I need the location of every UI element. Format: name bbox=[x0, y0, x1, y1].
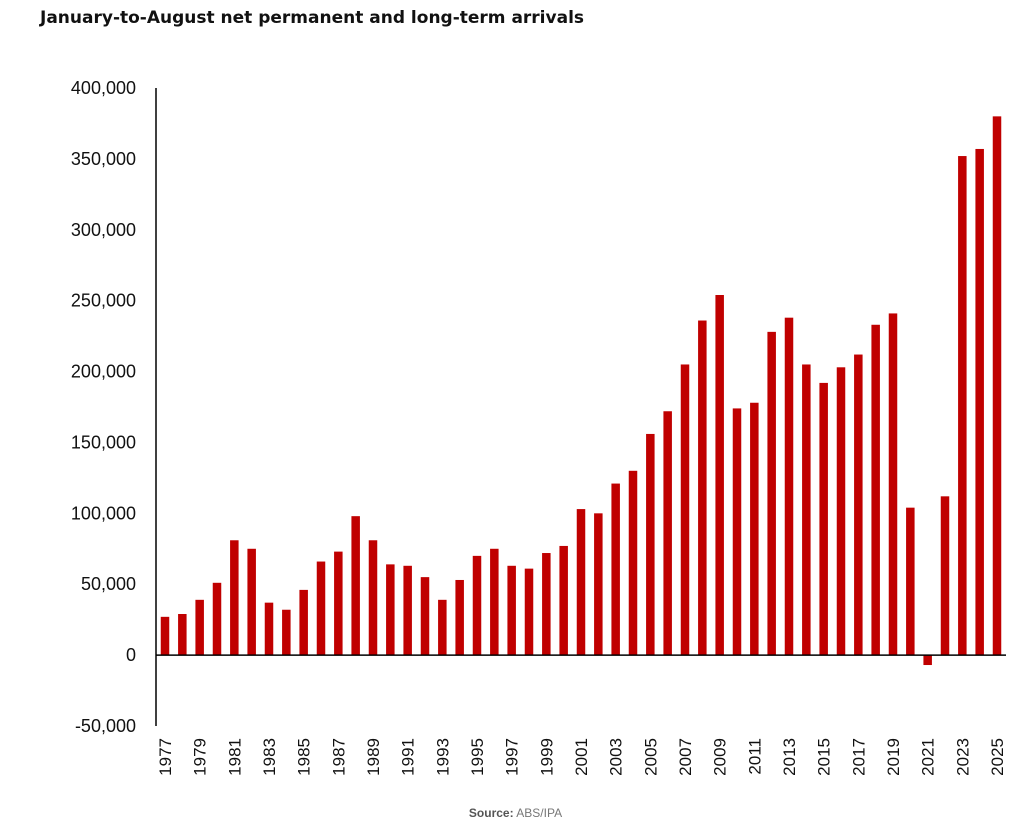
y-tick-label: 250,000 bbox=[71, 291, 136, 311]
x-tick-label: 1985 bbox=[295, 738, 314, 776]
bar-1988 bbox=[351, 516, 360, 656]
x-tick-label: 1977 bbox=[156, 738, 175, 776]
x-tick-label: 2013 bbox=[780, 738, 799, 776]
bar-2015 bbox=[819, 382, 828, 656]
y-tick-label: 0 bbox=[126, 645, 136, 665]
bar-2013 bbox=[784, 317, 794, 656]
bar-2006 bbox=[663, 411, 672, 656]
bar-2009 bbox=[715, 295, 724, 656]
bar-1996 bbox=[490, 548, 499, 656]
bar-2016 bbox=[836, 367, 846, 656]
bar-1994 bbox=[455, 579, 464, 656]
x-tick-label: 2005 bbox=[641, 738, 660, 776]
x-tick-label: 2009 bbox=[711, 738, 730, 776]
bar-2004 bbox=[628, 470, 638, 656]
x-tick-label: 1981 bbox=[225, 738, 244, 776]
x-tick-label: 2001 bbox=[572, 738, 591, 776]
y-tick-label: 400,000 bbox=[71, 78, 136, 98]
source-text: ABS/IPA bbox=[516, 806, 563, 820]
bar-2003 bbox=[611, 483, 620, 656]
bar-1979 bbox=[195, 599, 204, 656]
y-tick-label: 200,000 bbox=[71, 362, 136, 382]
bar-1999 bbox=[542, 553, 551, 656]
bar-1990 bbox=[386, 564, 395, 656]
x-tick-label: 1991 bbox=[399, 738, 418, 776]
x-tick-label: 1983 bbox=[260, 738, 279, 776]
bar-1982 bbox=[247, 548, 256, 656]
x-tick-label: 2021 bbox=[919, 738, 938, 776]
y-tick-label: 300,000 bbox=[71, 220, 136, 240]
x-tick-label: 2007 bbox=[676, 738, 695, 776]
bar-1978 bbox=[178, 614, 187, 656]
source-prefix: Source: bbox=[468, 806, 514, 820]
bar-2023 bbox=[958, 156, 967, 656]
bar-chart: 400,000 350,000 300,000 250,000 200,000 150,0… bbox=[71, 78, 1007, 776]
bar-2025 bbox=[992, 116, 1002, 656]
bar-2005 bbox=[646, 433, 655, 656]
bar-2008 bbox=[698, 320, 707, 656]
x-tick-label: 1989 bbox=[364, 738, 383, 776]
bar-2000 bbox=[559, 545, 568, 656]
y-tick-label: 100,000 bbox=[71, 503, 136, 523]
bar-2001 bbox=[576, 509, 586, 656]
y-tick-label: 350,000 bbox=[71, 149, 136, 169]
bar-1985 bbox=[299, 589, 308, 656]
source-note: Source: ABS/IPA bbox=[0, 806, 1031, 820]
bar-1984 bbox=[282, 609, 291, 656]
bar-2021 bbox=[923, 655, 932, 666]
y-tick-label: 50,000 bbox=[81, 574, 136, 594]
bar-2002 bbox=[594, 513, 603, 656]
bar-1981 bbox=[230, 540, 239, 656]
bar-1998 bbox=[524, 568, 534, 656]
x-tick-label: 1993 bbox=[433, 738, 452, 776]
y-tick-label: -50,000 bbox=[75, 716, 136, 736]
bar-1993 bbox=[438, 599, 447, 656]
bar-1989 bbox=[368, 540, 378, 656]
x-tick-label: 1997 bbox=[503, 738, 522, 776]
bar-2024 bbox=[975, 148, 984, 656]
bar-2020 bbox=[906, 507, 915, 656]
bar-2019 bbox=[888, 313, 898, 656]
x-tick-label: 2015 bbox=[815, 738, 834, 776]
y-tick-label: 150,000 bbox=[71, 432, 136, 452]
x-tick-label: 2025 bbox=[988, 738, 1007, 776]
bar-2007 bbox=[680, 364, 690, 656]
bars-group bbox=[160, 116, 1002, 666]
x-tick-label: 2003 bbox=[607, 738, 626, 776]
bar-1992 bbox=[420, 577, 430, 656]
x-tick-label: 2017 bbox=[849, 738, 868, 776]
x-tick-label: 2023 bbox=[953, 738, 972, 776]
x-tick-label: 1999 bbox=[537, 738, 556, 776]
bar-2014 bbox=[802, 364, 811, 656]
axes-group bbox=[155, 88, 1006, 726]
bar-1991 bbox=[403, 565, 412, 656]
bar-1977 bbox=[160, 616, 170, 656]
bar-1995 bbox=[472, 555, 482, 656]
bar-1997 bbox=[507, 565, 516, 656]
bar-2022 bbox=[940, 496, 950, 656]
x-tick-labels: 1977 1979 1981 1983 1985 1987 1989 1991 1993 1995… bbox=[156, 738, 1007, 776]
x-tick-label: 1979 bbox=[191, 738, 210, 776]
bar-1986 bbox=[316, 561, 326, 656]
bar-2012 bbox=[767, 331, 776, 656]
bar-1987 bbox=[334, 551, 343, 656]
bar-2010 bbox=[732, 408, 742, 656]
bar-1983 bbox=[264, 602, 274, 656]
x-tick-label: 2011 bbox=[745, 738, 764, 775]
bar-2011 bbox=[750, 402, 759, 656]
y-tick-labels: 400,000 350,000 300,000 250,000 200,000 150,0… bbox=[71, 78, 136, 736]
bar-2017 bbox=[854, 354, 863, 656]
x-tick-label: 2019 bbox=[884, 738, 903, 776]
x-tick-label: 1987 bbox=[329, 738, 348, 776]
bar-2018 bbox=[871, 324, 880, 656]
chart-title: January-to-August net permanent and long… bbox=[40, 8, 585, 28]
bar-1980 bbox=[212, 582, 222, 656]
x-tick-label: 1995 bbox=[468, 738, 487, 776]
